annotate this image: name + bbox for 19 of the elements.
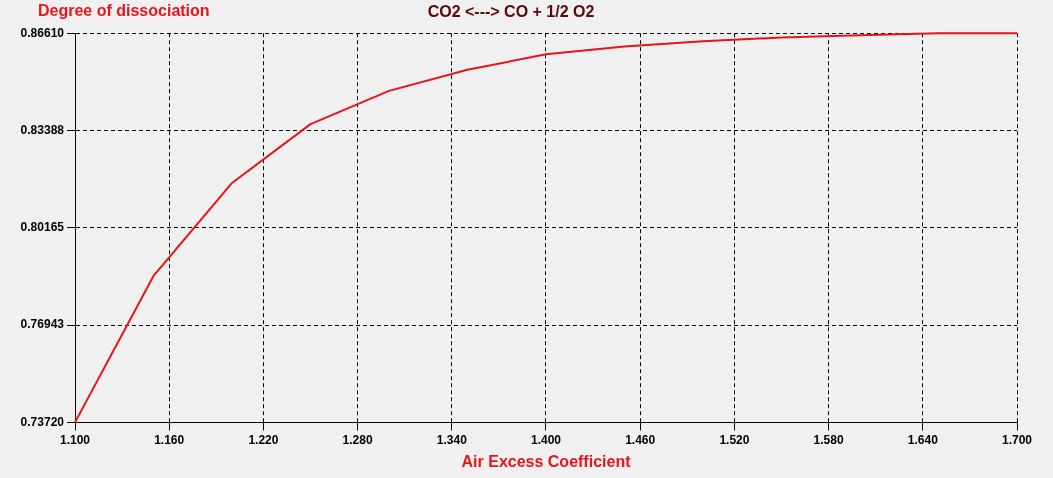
y-axis-title: Degree of dissociation xyxy=(38,2,210,20)
y-tick-label: 0.86610 xyxy=(20,25,65,40)
chart-title: CO2 <---> CO + 1/2 O2 xyxy=(427,3,595,21)
y-tick-label: 0.76943 xyxy=(20,317,65,332)
x-tick-label: 1.700 xyxy=(1001,432,1033,447)
x-tick-label: 1.580 xyxy=(813,432,844,447)
x-tick-label: 1.340 xyxy=(436,432,468,447)
x-axis-title: Air Excess Coefficient xyxy=(461,452,632,470)
x-tick-label: 1.220 xyxy=(248,432,279,447)
y-tick-label: 0.80165 xyxy=(20,220,65,235)
x-tick-label: 1.400 xyxy=(530,432,562,447)
y-tick-label: 0.73720 xyxy=(20,414,65,429)
x-tick-label: 1.160 xyxy=(154,432,185,447)
x-tick-label: 1.640 xyxy=(907,432,939,447)
x-tick-label: 1.100 xyxy=(59,432,91,447)
x-tick-label: 1.280 xyxy=(342,432,373,447)
y-tick-label: 0.83388 xyxy=(20,122,65,137)
x-tick-label: 1.460 xyxy=(625,432,656,447)
x-tick-label: 1.520 xyxy=(719,432,750,447)
